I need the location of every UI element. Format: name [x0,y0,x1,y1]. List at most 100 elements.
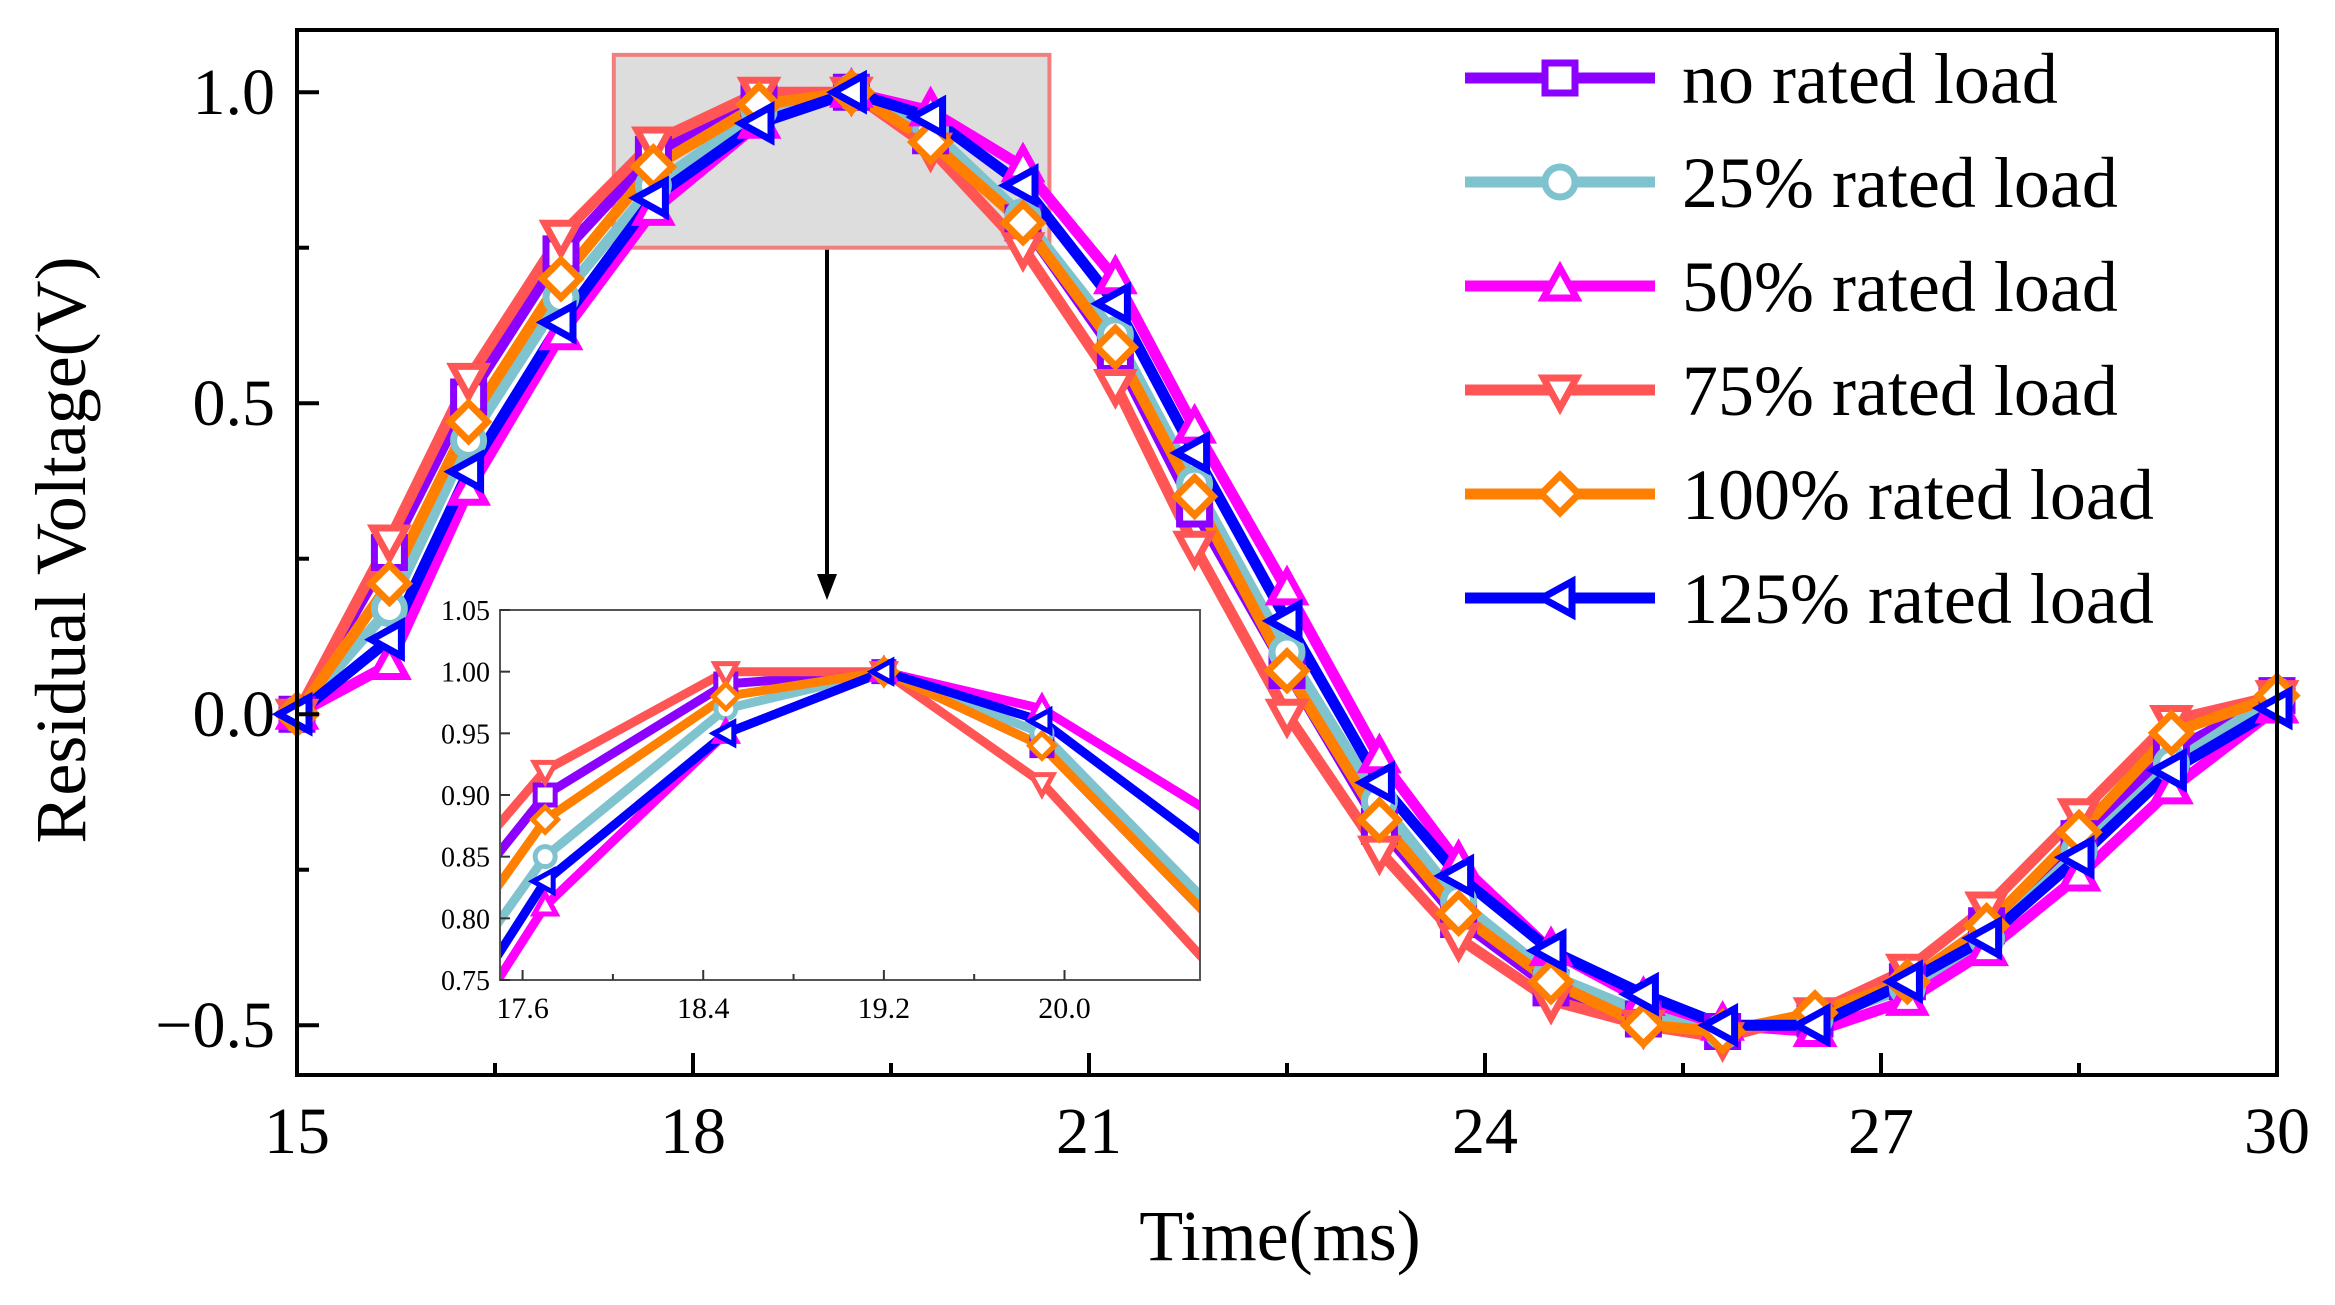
series-5-point-12 [1354,760,1395,806]
legend-label-5: 125% rated load [1682,559,2154,639]
series-5-point-7 [905,94,947,140]
series-5-point-2 [443,449,485,495]
legend-label-0: no rated load [1682,39,2058,119]
inset-series-3-point-1 [529,759,561,788]
legend-marker-0 [1541,59,1579,97]
inset-series-group [375,654,1348,1190]
series-5-point-9 [1090,281,1131,327]
legend-label-4: 100% rated load [1682,455,2154,535]
y-axis-label: Residual Voltage(V) [21,256,101,843]
x-axis-label: Time(ms) [1139,1196,1420,1276]
series-5-point-13 [1433,853,1475,899]
series-5-point-5 [733,100,775,146]
series-5-point-11 [1261,598,1303,644]
legend-marker-5 [1534,575,1576,621]
series-5-point-16 [1697,1002,1739,1048]
zoom-arrow-head [817,574,837,600]
legend-marker-2 [1537,260,1583,302]
y-tick-label-1: 0.0 [193,678,276,751]
inset-x-tick-label-0: 17.6 [496,992,549,1025]
series-4-point-2 [444,398,493,446]
inset-series-5-point-3 [866,656,895,687]
series-5-point-15 [1618,971,1659,1017]
inset-y-tick-label-1: 0.80 [441,904,490,935]
series-5-point-8 [997,163,1039,208]
y-tick-label-0: −0.5 [155,989,275,1062]
series-4-point-12 [1355,796,1404,844]
inset-plot: 17.6 18.4 19.2 20.0 0.75 0.80 0.85 0.90 0.95 1.00… [375,596,1348,1190]
x-tick-label-0: 15 [264,1095,330,1168]
x-tick-label-2: 21 [1056,1095,1122,1168]
inset-y-tick-label-5: 1.00 [441,658,490,689]
inset-series-5-point-6 [1323,1080,1343,1102]
series-4-point-9 [1091,323,1140,371]
inset-series-1-point-1 [532,844,558,870]
inset-y-tick-label-4: 0.95 [441,719,490,750]
series-5-point-21 [2146,747,2187,793]
series-4-point-21 [2147,709,2196,757]
series-2-point-11 [1264,564,1310,606]
inset-y-tick-label-3: 0.90 [441,781,490,812]
inset-y-tick-label-6: 1.05 [441,596,490,627]
series-4-point-1 [365,559,414,608]
y-tick-label-3: 1.0 [193,56,276,129]
inset-series-5-point-0 [375,1117,395,1139]
legend-label-2: 50% rated load [1682,247,2118,327]
inset-series-4-point-4 [1025,729,1058,762]
inset-series-3-point-2 [710,661,742,689]
x-tick-label-1: 18 [660,1095,726,1168]
inset-series-4-point-6 [1323,1165,1348,1190]
x-tick-label-5: 30 [2244,1095,2310,1168]
inset-series-4-point-2 [709,680,742,713]
inset-series-2-point-1 [529,888,561,917]
inset-x-tick-label-3: 20.0 [1038,992,1091,1025]
series-4-point-15 [1619,1001,1668,1049]
x-tick-label-3: 24 [1452,1095,1518,1168]
series-5-point-19 [1961,915,2003,961]
series-5-point-1 [364,617,405,663]
series-5-point-10 [1169,430,1211,476]
series-4-point-13 [1434,889,1483,937]
series-2-point-1 [366,639,412,680]
inset-series-5-point-4 [1024,705,1053,737]
inset-series-5-point-1 [527,866,556,897]
inset-series-5-point-2 [708,718,737,749]
series-5-point-22 [2251,685,2293,731]
series-5-point-6 [826,69,867,115]
legend-label-1: 25% rated load [1682,143,2118,223]
series-5-point-4 [628,175,669,221]
series-3-point-1 [366,524,412,566]
series-4-point-8 [999,199,1047,247]
series-4-point-3 [537,255,585,303]
inset-series-0-point-1 [532,782,558,808]
legend-marker-1 [1541,163,1579,201]
legend-label-3: 75% rated load [1682,351,2118,431]
inset-series-2-point-0 [376,1141,398,1161]
x-tick-label-4: 27 [1848,1095,1914,1168]
series-3-point-9 [1092,369,1138,410]
inset-series-3-point-4 [1026,772,1058,800]
series-5-point-17 [1789,1002,1831,1048]
series-5-point-3 [535,299,577,345]
inset-y-tick-label-2: 0.85 [441,843,490,874]
series-3-point-11 [1264,698,1310,740]
inset-x-tick-label-1: 18.4 [677,992,730,1025]
series-5-point-20 [2053,834,2095,880]
series-4-point-10 [1170,472,1219,521]
series-5-point-14 [1525,928,1567,974]
series-3-point-3 [538,219,584,261]
main-plot: 15 18 21 24 27 30 −0.5 0.0 0.5 1.0 [155,28,2310,1168]
inset-y-tick-label-0: 0.75 [441,966,490,997]
y-tick-label-2: 0.5 [193,367,276,440]
series-5-point-18 [1882,959,1923,1005]
legend: no rated load 25% rated load 50% rated loa… [1465,39,2154,639]
inset-series-1-point-6 [1325,1143,1345,1163]
legend-marker-4 [1536,470,1584,518]
series-4-point-14 [1527,957,1575,1006]
inset-series-4-point-1 [529,803,562,836]
series-4-point-11 [1263,646,1311,695]
legend-marker-3 [1537,374,1583,416]
inset-x-tick-label-2: 19.2 [858,992,911,1025]
series-3-point-10 [1172,530,1218,572]
